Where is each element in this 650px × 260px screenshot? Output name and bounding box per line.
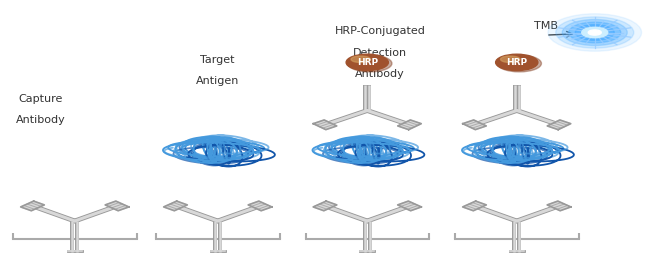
Polygon shape [398,120,421,130]
Polygon shape [398,201,421,211]
Polygon shape [248,201,272,211]
Circle shape [588,30,601,35]
Polygon shape [21,201,44,211]
Circle shape [548,14,642,51]
Polygon shape [547,201,571,211]
Polygon shape [313,201,337,211]
Text: HRP-Conjugated: HRP-Conjugated [335,26,426,36]
Polygon shape [547,120,571,130]
Text: Detection: Detection [353,48,408,57]
Circle shape [575,25,614,40]
Text: Antibody: Antibody [16,115,65,125]
Text: Target: Target [200,55,235,65]
Text: TMB: TMB [534,21,558,31]
Circle shape [556,17,634,48]
Text: Antigen: Antigen [196,76,239,86]
Polygon shape [313,120,337,130]
Text: HRP: HRP [506,58,527,67]
Text: Antibody: Antibody [356,69,405,79]
Ellipse shape [497,55,541,72]
Text: Capture: Capture [18,94,62,104]
Circle shape [569,22,621,43]
Ellipse shape [348,55,392,72]
Polygon shape [164,201,187,211]
Polygon shape [105,201,129,211]
Text: HRP: HRP [357,58,378,67]
Ellipse shape [351,56,370,62]
Polygon shape [463,201,486,211]
Ellipse shape [346,54,389,70]
Polygon shape [463,120,486,130]
Circle shape [582,27,608,38]
Ellipse shape [500,56,520,62]
Circle shape [562,20,627,46]
Ellipse shape [495,54,538,70]
